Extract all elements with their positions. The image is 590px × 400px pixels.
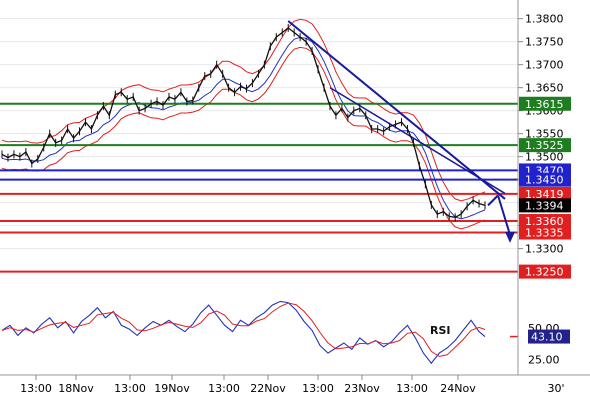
rsi-badge [528,329,570,344]
rsi-label: RSI [430,324,451,337]
level-badge [519,214,571,229]
level-badge-label: 1.3335 [525,227,564,240]
level-badge-label: 1.3419 [525,188,564,201]
level-badge-label: 1.3615 [525,98,564,111]
level-badge-label: 1.3450 [525,174,564,187]
time-tick-label: 23Nov [344,382,380,395]
price-axis: 1.38001.37501.37001.36501.36001.35501.35… [0,0,590,376]
forecast-up [487,194,499,207]
upper-band [1,18,486,202]
level-badges: 1.36151.35251.34701.34501.34191.33941.33… [519,96,571,279]
level-badge-label: 1.3394 [525,199,564,212]
level-badge [519,172,571,187]
level-badge-label: 1.3525 [525,139,564,152]
down-arrow-icon [505,231,515,243]
price-tick-label: 1.3800 [525,13,564,26]
time-tick-label: 13:00 [396,382,428,395]
time-tick-label: 19Nov [154,382,190,395]
rsi-value: 43.10 [531,331,563,344]
level-badge [519,264,571,279]
grid [0,18,518,250]
trend-lines [287,20,515,243]
level-badge-label: 1.3250 [525,266,564,279]
time-tick-label: 24Nov [440,382,476,395]
price-tick-label: 1.3700 [525,59,564,72]
price-tick-label: 1.3550 [525,128,564,141]
rsi-signal-line [1,302,486,357]
time-tick-label: 13:00 [20,382,52,395]
level-badge [519,186,571,201]
price-tick-label: 1.3650 [525,82,564,95]
price-series [1,23,486,222]
time-tick-label: 13:00 [114,382,146,395]
price-tick-label: 1.3500 [525,151,564,164]
rsi-tick-label: 25.00 [528,353,560,366]
trend-line [287,20,506,200]
level-badge [519,198,571,213]
level-badge [519,138,571,153]
time-tick-label: 30' [547,382,564,395]
time-axis: 13:00 18Nov 13:00 19Nov 13:00 22Nov 13:00 23Nov… [20,375,565,395]
lower-band [1,46,486,230]
price-tick-label: 1.3300 [525,243,564,256]
price-tick-label: 1.3750 [525,36,564,49]
forecast-down [497,195,511,236]
time-tick-label: 18Nov [58,382,94,395]
level-badge [519,96,571,111]
level-lines [0,102,518,273]
level-badge [519,225,571,240]
time-tick-label: 22Nov [250,382,286,395]
time-tick-label: 13:00 [208,382,240,395]
time-tick-label: 13:00 [302,382,334,395]
trend-line [329,87,506,195]
rsi-line [1,300,486,365]
level-badge-label: 1.3360 [525,215,564,228]
price-line [1,27,486,218]
